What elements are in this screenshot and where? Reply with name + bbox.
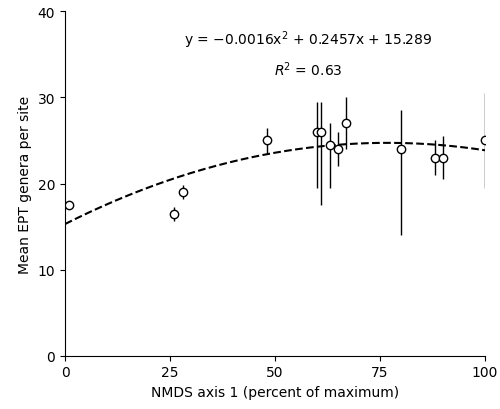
Y-axis label: Mean EPT genera per site: Mean EPT genera per site xyxy=(18,95,32,273)
Text: $\it{R}$$^2$ = 0.63: $\it{R}$$^2$ = 0.63 xyxy=(274,61,343,79)
Text: y = $-$0.0016x$^2$ + 0.2457x + 15.289: y = $-$0.0016x$^2$ + 0.2457x + 15.289 xyxy=(184,29,433,51)
X-axis label: NMDS axis 1 (percent of maximum): NMDS axis 1 (percent of maximum) xyxy=(151,385,399,399)
